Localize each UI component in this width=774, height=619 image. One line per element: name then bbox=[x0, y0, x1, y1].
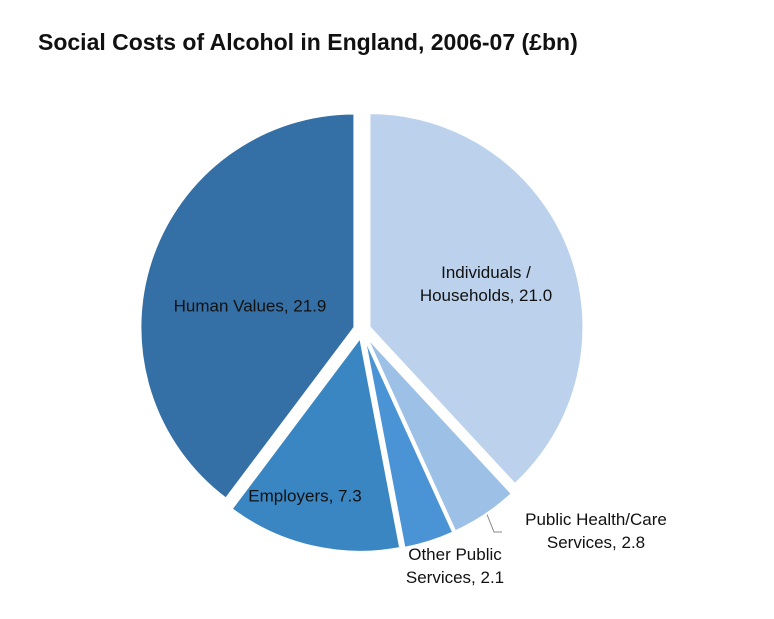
chart-title: Social Costs of Alcohol in England, 2006… bbox=[38, 29, 578, 55]
slice-label: Human Values, 21.9 bbox=[174, 296, 327, 315]
pie-slice bbox=[368, 112, 585, 486]
slice-label: Services, 2.8 bbox=[547, 533, 645, 552]
leader-line bbox=[485, 511, 502, 533]
slice-label: Households, 21.0 bbox=[420, 286, 552, 305]
pie-slice bbox=[363, 337, 455, 550]
slice-label: Services, 2.1 bbox=[406, 568, 504, 587]
slice-label: Other Public bbox=[408, 545, 502, 564]
pie-slice bbox=[230, 335, 402, 553]
pie-slice bbox=[139, 112, 356, 500]
slice-label: Public Health/Care bbox=[525, 510, 667, 529]
slice-label: Individuals / bbox=[441, 263, 531, 282]
slice-label: Employers, 7.3 bbox=[248, 486, 361, 505]
pie-slice bbox=[365, 335, 514, 533]
